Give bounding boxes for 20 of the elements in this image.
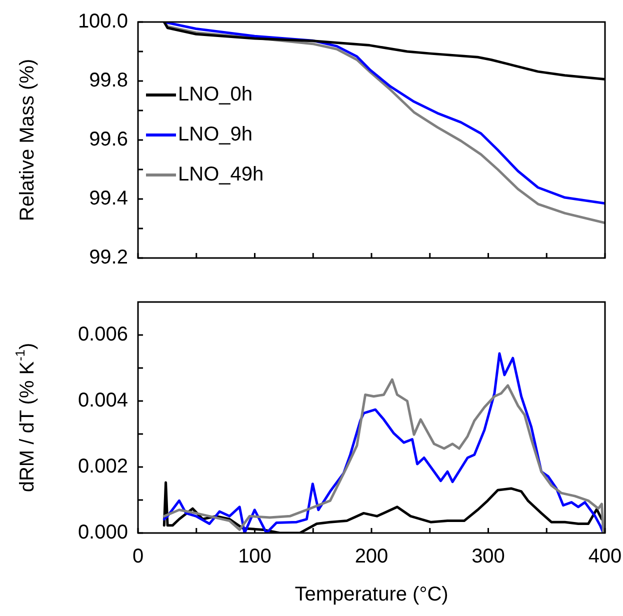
legend-label: LNO_0h — [178, 84, 252, 106]
y-tick-label: 99.2 — [89, 246, 128, 269]
x-axis-title: Temperature (°C) — [294, 584, 448, 606]
y-tick-label: 0.000 — [78, 522, 128, 544]
y-tick-label: 99.4 — [89, 188, 128, 210]
x-tick-label: 200 — [354, 546, 388, 568]
x-tick-label: 0 — [132, 546, 144, 568]
x-tick-label: 300 — [472, 546, 505, 568]
y-tick-label: 0.004 — [78, 390, 128, 412]
y-tick-label: 100.0 — [78, 10, 128, 33]
y-axis-title: Relative Mass (%) — [16, 58, 39, 222]
y-axis-title: dRM / dT (% K-1) — [12, 342, 39, 492]
y-tick-label: 99.8 — [89, 70, 128, 92]
legend-label: LNO_9h — [178, 124, 252, 146]
y-tick-label: 99.6 — [89, 128, 128, 151]
x-tick-label: 400 — [588, 546, 622, 568]
y-tick-label: 0.002 — [78, 456, 128, 478]
legend-label: LNO_49h — [178, 164, 264, 186]
y-tick-label: 0.006 — [78, 324, 128, 346]
x-tick-label: 100 — [238, 546, 272, 568]
